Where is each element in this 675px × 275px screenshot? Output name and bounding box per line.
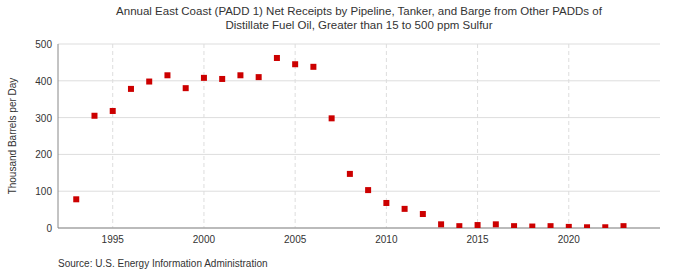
x-grid-line xyxy=(477,44,478,228)
point xyxy=(475,222,481,228)
x-tick-label: 2000 xyxy=(193,234,216,245)
chart-container: Annual East Coast (PADD 1) Net Receipts … xyxy=(0,0,675,275)
point xyxy=(310,64,316,70)
point xyxy=(219,76,225,82)
y-tick-label: 0 xyxy=(46,223,52,234)
point xyxy=(365,187,371,193)
point xyxy=(347,171,353,177)
y-axis-line xyxy=(58,44,59,228)
point xyxy=(383,200,389,206)
point xyxy=(146,79,152,85)
y-tick-label: 300 xyxy=(35,113,52,124)
point xyxy=(566,224,572,228)
point xyxy=(128,86,134,92)
y-tick-label: 100 xyxy=(35,186,52,197)
point xyxy=(201,75,207,81)
point xyxy=(511,223,517,228)
y-tick-label: 200 xyxy=(35,149,52,160)
point xyxy=(402,206,408,212)
point xyxy=(329,115,335,121)
point xyxy=(256,74,262,80)
grid xyxy=(58,44,660,228)
x-tick-label: 2015 xyxy=(466,234,489,245)
point xyxy=(164,72,170,78)
point xyxy=(110,108,116,114)
point xyxy=(529,224,535,228)
source: Source: U.S. Energy Information Administ… xyxy=(58,258,268,269)
x-tick-label: 1995 xyxy=(102,234,125,245)
point xyxy=(73,196,79,202)
y-tick-label: 400 xyxy=(35,76,52,87)
y-tick-label: 500 xyxy=(35,39,52,50)
x-grid-line xyxy=(295,44,296,228)
x-grid-line xyxy=(112,44,113,228)
x-tick-label: 2020 xyxy=(558,234,581,245)
point xyxy=(493,221,499,227)
title-line: Distillate Fuel Oil, Greater than 15 to … xyxy=(225,19,492,31)
point xyxy=(602,224,608,228)
y-grid-line xyxy=(58,191,660,192)
y-grid-line xyxy=(58,154,660,155)
title: Annual East Coast (PADD 1) Net Receipts … xyxy=(116,5,603,31)
point xyxy=(292,61,298,67)
point xyxy=(621,223,627,228)
y-axis-label: Thousand Barrels per Day xyxy=(7,78,18,195)
y-grid-line xyxy=(58,44,660,45)
point xyxy=(456,223,462,228)
point xyxy=(183,85,189,91)
x-tick-label: 2005 xyxy=(284,234,307,245)
y-grid-line xyxy=(58,117,660,118)
point xyxy=(584,224,590,228)
x-grid-line xyxy=(568,44,569,228)
point xyxy=(420,211,426,217)
points xyxy=(73,55,626,228)
title-line: Annual East Coast (PADD 1) Net Receipts … xyxy=(116,5,603,17)
point xyxy=(91,113,97,119)
x-grid-line xyxy=(203,44,204,228)
chart: Annual East Coast (PADD 1) Net Receipts … xyxy=(0,0,675,275)
point xyxy=(548,223,554,228)
x-tick-label: 2010 xyxy=(375,234,398,245)
point xyxy=(237,72,243,78)
point xyxy=(438,221,444,227)
point xyxy=(274,55,280,61)
